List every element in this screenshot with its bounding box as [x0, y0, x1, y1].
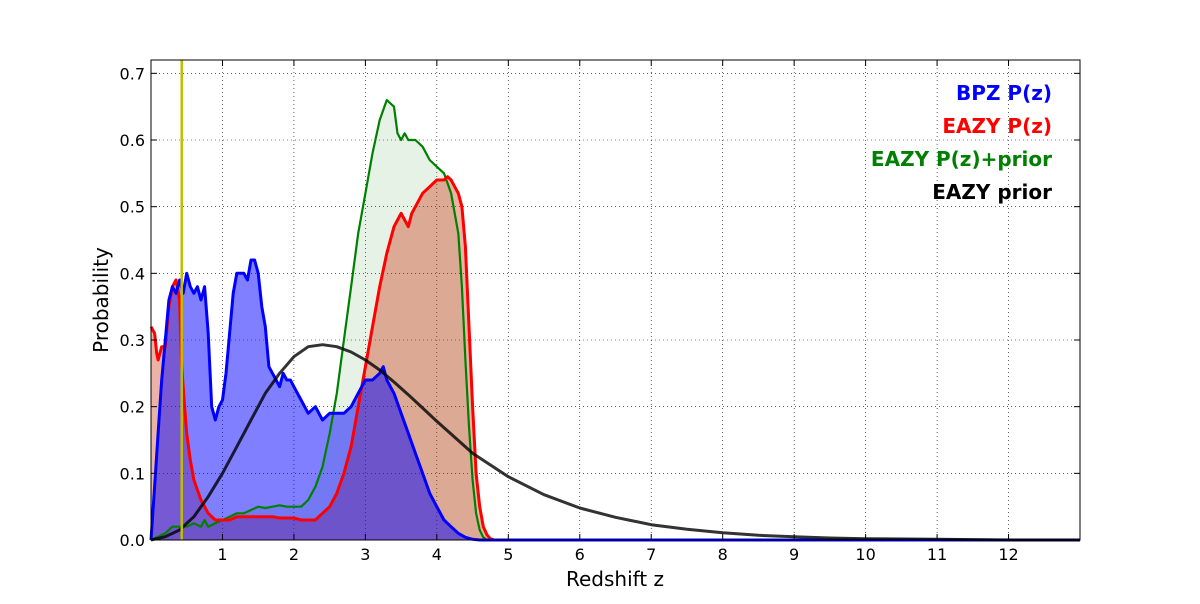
x-tick-label: 9: [789, 545, 799, 564]
x-axis-label: Redshift z: [566, 567, 664, 591]
y-tick-label: 0.4: [120, 264, 145, 283]
y-tick-label: 0.1: [120, 464, 145, 483]
x-tick-label: 8: [718, 545, 728, 564]
y-tick-label: 0.0: [120, 531, 145, 550]
series-line-eazy-prior: [150, 343, 1080, 542]
series-fill-bpz-p-z: [151, 260, 1080, 540]
x-tick-label: 7: [646, 545, 656, 564]
legend-layer: BPZ P(z) EAZY P(z) EAZY P(z)+prior EAZY pri…: [871, 81, 1052, 204]
x-tick-label: 5: [503, 545, 513, 564]
series-line-eazy-p-z: [149, 175, 1080, 542]
y-axis-label: Probability: [89, 247, 113, 353]
x-tick-label: 11: [927, 545, 947, 564]
x-tick-label: 6: [575, 545, 585, 564]
legend-entry-eazy-p-z: EAZY P(z): [942, 114, 1052, 138]
x-tick-label: 4: [432, 545, 442, 564]
plot-frame: [150, 59, 1081, 541]
line-layer: [149, 60, 1080, 542]
legend-entry-eazy-prior: EAZY prior: [932, 180, 1052, 204]
series-line-bpz-p-z: [149, 258, 1080, 542]
legend-entry-eazy-p-z-prior: EAZY P(z)+prior: [871, 147, 1052, 171]
series-line-eazy-p-z-prior: [150, 98, 1080, 542]
grid-layer: [151, 60, 1080, 540]
x-tick-label: 12: [998, 545, 1018, 564]
fill-layer: [151, 100, 1080, 540]
y-tick-label: 0.7: [120, 64, 145, 83]
y-tick-label: 0.6: [120, 131, 145, 150]
x-tick-label: 2: [289, 545, 299, 564]
x-tick-label: 10: [855, 545, 875, 564]
y-tick-label: 0.3: [120, 331, 145, 350]
legend-entry-bpz-p-z: BPZ P(z): [956, 81, 1052, 105]
y-tick-label: 0.2: [120, 398, 145, 417]
y-tick-label: 0.5: [120, 198, 145, 217]
x-tick-label: 1: [217, 545, 227, 564]
axes-layer: 1 2 3 4 5 6 7 8 9 10 11 120.00.10.20.30.40.50.60.7: [120, 59, 1081, 564]
x-tick-label: 3: [360, 545, 370, 564]
